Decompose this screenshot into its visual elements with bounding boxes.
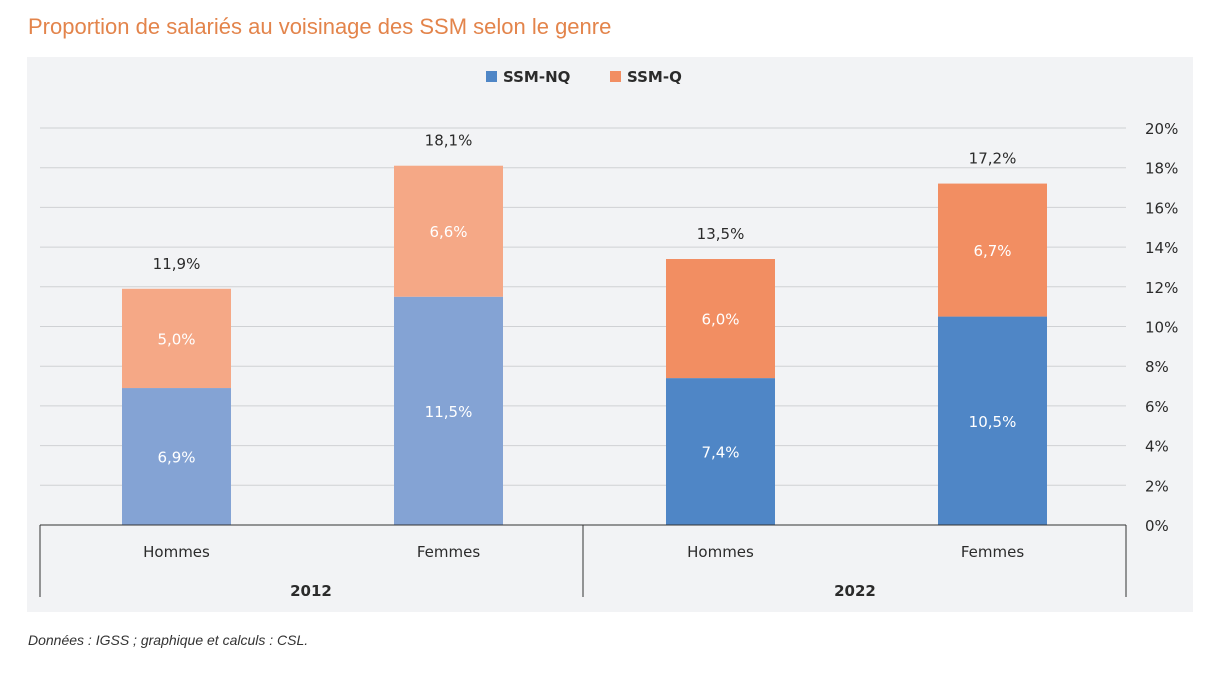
y-tick-label: 12%	[1145, 279, 1178, 297]
total-label: 13,5%	[697, 225, 745, 243]
bar-ssm-nq	[938, 316, 1047, 525]
data-label: 10,5%	[969, 413, 1017, 431]
x-group-label: 2012	[290, 582, 332, 600]
x-group-label: 2022	[834, 582, 876, 600]
x-category-label: Femmes	[961, 543, 1024, 561]
legend-swatch	[486, 71, 497, 82]
y-tick-label: 4%	[1145, 438, 1169, 456]
y-tick-label: 6%	[1145, 398, 1169, 416]
source-note: Données : IGSS ; graphique et calculs : …	[28, 632, 309, 648]
data-label: 5,0%	[157, 330, 195, 348]
data-label: 11,5%	[425, 403, 473, 421]
data-label: 6,0%	[701, 311, 739, 329]
x-category-label: Hommes	[687, 543, 754, 561]
bar-ssm-q	[666, 259, 775, 379]
bar-ssm-nq	[666, 378, 775, 525]
data-label: 6,6%	[429, 223, 467, 241]
bar-ssm-q	[938, 183, 1047, 317]
legend-label: SSM-Q	[627, 68, 682, 86]
y-tick-label: 2%	[1145, 477, 1169, 495]
y-tick-label: 10%	[1145, 319, 1178, 337]
legend-swatch	[610, 71, 621, 82]
x-category-label: Hommes	[143, 543, 210, 561]
y-tick-label: 16%	[1145, 199, 1178, 217]
bar-ssm-q	[394, 165, 503, 297]
bar-ssm-nq	[122, 388, 231, 525]
chart-title: Proportion de salariés au voisinage des …	[28, 14, 612, 39]
bar-ssm-nq	[394, 296, 503, 525]
y-tick-label: 8%	[1145, 358, 1169, 376]
y-tick-label: 20%	[1145, 120, 1178, 138]
data-label: 7,4%	[701, 444, 739, 462]
y-tick-label: 14%	[1145, 239, 1178, 257]
legend-label: SSM-NQ	[503, 68, 570, 86]
y-tick-label: 0%	[1145, 517, 1169, 535]
y-tick-label: 18%	[1145, 160, 1178, 178]
data-label: 6,7%	[973, 242, 1011, 260]
data-label: 6,9%	[157, 449, 195, 467]
bar-ssm-q	[122, 288, 231, 389]
x-category-label: Femmes	[417, 543, 480, 561]
total-label: 11,9%	[153, 255, 201, 273]
total-label: 17,2%	[969, 150, 1017, 168]
total-label: 18,1%	[425, 132, 473, 150]
